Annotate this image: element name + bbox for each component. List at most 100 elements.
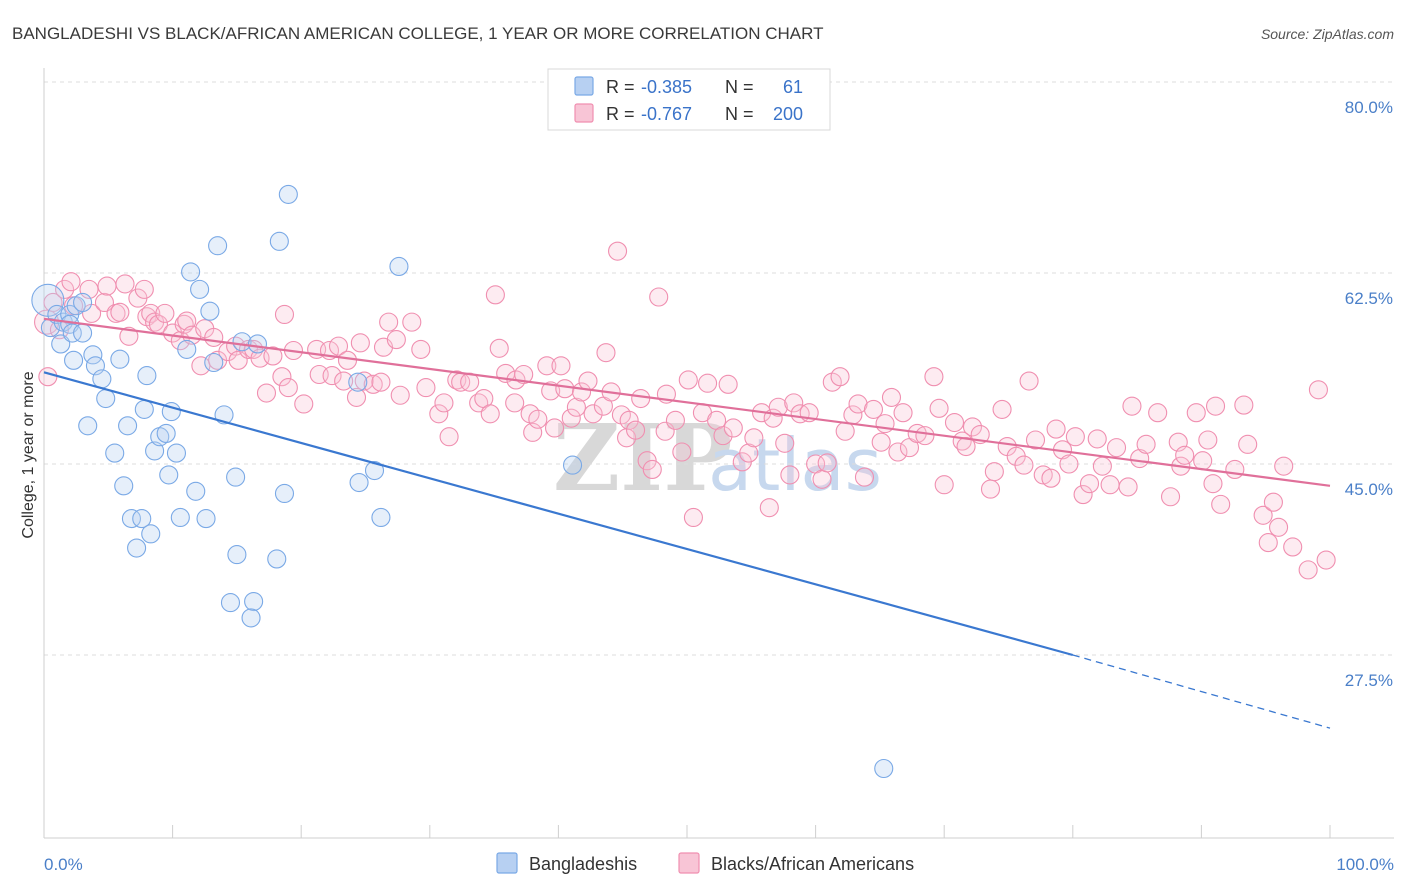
black-african-american-point [204,327,224,347]
bottom-legend-swatch-blacks [678,852,700,874]
black-african-american-point [863,399,884,419]
black-african-american-point [678,370,698,390]
bangladeshi-point [364,460,385,481]
black-african-american-point [1225,459,1245,480]
black-african-american-point [596,343,616,363]
bangladeshi-trend-line [43,371,1074,657]
bangladeshi-point [134,399,154,419]
black-african-american-point [272,367,292,387]
black-african-american-point [984,462,1004,482]
black-african-american-point [551,356,571,376]
bangladeshi-point [118,416,138,436]
black-african-american-point [544,418,565,438]
black-african-american-point [561,408,581,428]
black-african-american-point [416,378,436,398]
x-tick-label-min: 0.0% [44,855,83,874]
black-african-american-point [1316,550,1336,570]
black-african-american-point [514,364,534,385]
bangladeshi-point [874,758,894,779]
black-african-american-point [256,383,277,403]
black-african-american-point [110,302,130,322]
black-african-american-point [718,374,738,394]
black-african-american-point [43,292,63,313]
black-african-american-point [934,475,954,495]
bangladeshi-point [121,509,141,529]
bangladeshi-point [247,334,268,354]
black-african-american-point [1019,371,1039,391]
black-african-american-point [1269,517,1289,537]
bangladeshi-point [181,262,201,282]
bangladeshi-point [96,388,116,409]
black-african-american-point [1014,455,1034,475]
bangladeshi-point [349,473,369,493]
black-african-american-point [1025,430,1046,450]
legend-n-label: N = [725,77,754,97]
black-african-american-point [871,432,891,452]
black-african-american-point [386,330,406,350]
black-african-american-point [854,467,875,487]
black-african-american-point [566,397,586,417]
black-african-american-point [346,387,367,407]
black-african-american-point [379,312,399,332]
bangladeshi-point [227,545,247,565]
bangladeshi-point [141,524,161,544]
black-african-american-point [578,371,598,391]
black-african-american-point [780,465,800,485]
black-african-american-point [672,442,692,462]
black-african-american-point [1238,434,1258,454]
black-african-american-point [915,426,935,446]
bangladeshi-point [78,416,98,436]
legend-swatch-bangladeshis [574,76,594,96]
black-african-american-point [723,418,743,438]
black-african-american-point [924,367,944,387]
black-african-american-trend-line [43,317,1331,487]
black-african-american-point [1130,448,1150,469]
black-african-american-point [328,336,349,356]
black-african-american-point [1100,475,1120,495]
bangladeshi-point [177,339,197,359]
black-african-american-point [1203,474,1223,494]
black-african-american-point [55,279,75,299]
black-african-american-point [134,279,154,299]
black-african-american-point [1253,505,1273,525]
black-african-american-point [608,241,628,261]
black-african-american-point [962,417,983,437]
y-tick-label: 45.0% [1345,480,1393,499]
bangladeshi-point [145,441,165,461]
black-african-american-point [881,387,902,407]
black-african-american-point [888,442,908,462]
bangladeshi-point [267,549,287,569]
black-african-american-point [1059,454,1079,474]
black-african-american-point [830,367,850,387]
black-african-american-point [402,312,422,332]
black-african-american-point [1148,403,1168,423]
series-bangladeshis [31,184,894,779]
bangladeshi-trend-line-extension [1072,654,1331,729]
black-african-american-point [1118,477,1138,497]
bangladeshi-point [371,507,391,528]
black-african-american-point [485,285,505,305]
black-african-american-point [541,381,561,401]
black-african-american-point [992,399,1012,419]
bangladeshi-point [244,591,264,612]
x-tick-label-max: 100.0% [1336,855,1394,874]
bangladeshi-point [190,279,210,299]
black-african-american-point [337,350,358,370]
black-african-american-point [619,410,639,430]
black-african-american-point [322,366,342,386]
bangladeshi-point [220,593,241,613]
black-african-american-point [929,398,949,418]
black-african-american-point [1065,427,1085,447]
bangladeshi-point [269,231,289,251]
black-african-american-point [1186,403,1206,423]
black-african-american-point [177,311,197,331]
black-african-american-point [61,272,81,292]
black-african-american-point [1073,485,1093,505]
black-african-american-point [555,379,575,399]
bangladeshi-point [114,476,134,496]
black-african-american-point [1274,456,1294,476]
black-african-american-point [848,394,868,414]
bangladeshi-point [110,349,130,369]
black-african-american-point [817,453,837,473]
